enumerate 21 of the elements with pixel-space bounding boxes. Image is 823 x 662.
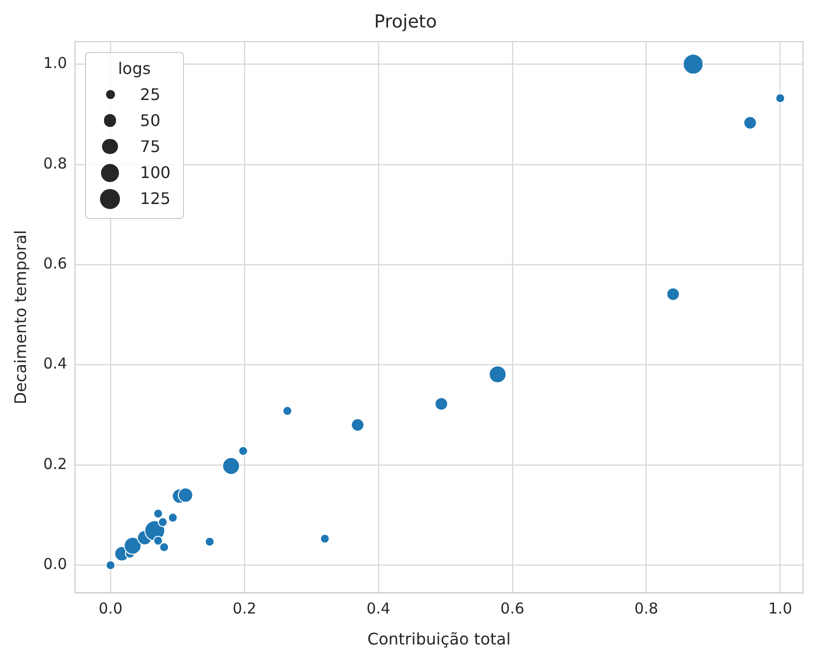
legend-label: 50 xyxy=(140,111,160,130)
legend-label: 125 xyxy=(140,189,171,208)
chart-title: Projeto xyxy=(374,11,437,32)
y-tick-label: 0.0 xyxy=(43,555,68,574)
y-axis-title: Decaimento temporal xyxy=(10,230,30,404)
x-tick-label: 0.0 xyxy=(98,600,122,618)
y-tick-label: 0.8 xyxy=(43,154,68,172)
x-tick-label: 0.2 xyxy=(232,600,256,618)
y-tick-label: 0.4 xyxy=(43,354,68,373)
x-tick-label: 1.0 xyxy=(768,600,792,618)
x-tick-label: 0.6 xyxy=(500,600,524,618)
x-tick-label: 0.8 xyxy=(634,600,658,618)
x-axis-title: Contribuição total xyxy=(367,630,511,649)
y-tick-label: 0.6 xyxy=(43,254,68,272)
x-tick-label: 0.4 xyxy=(366,600,390,618)
y-tick-label: 1.0 xyxy=(43,54,68,72)
legend-label: 100 xyxy=(140,163,171,182)
y-tick-label: 0.2 xyxy=(43,454,68,473)
legend-label: 75 xyxy=(140,137,160,156)
legend-label: 25 xyxy=(140,85,160,104)
legend-title: logs xyxy=(116,58,152,78)
